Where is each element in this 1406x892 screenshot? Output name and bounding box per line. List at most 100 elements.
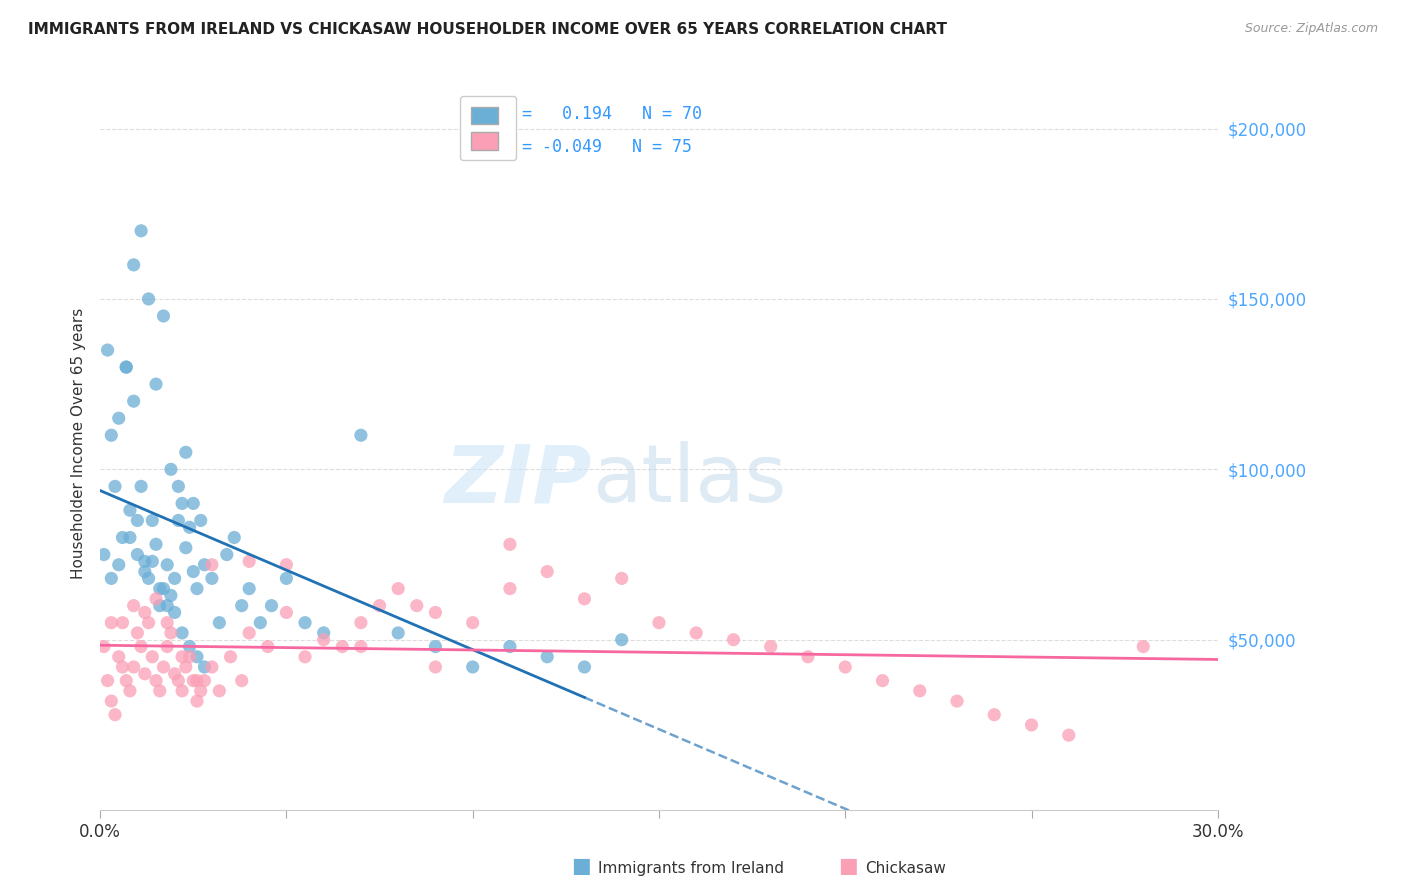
Point	[129, 640, 152, 654]
Point	[163, 571, 186, 585]
Point	[201, 571, 224, 585]
Point	[425, 660, 447, 674]
Point	[115, 673, 138, 688]
Point	[405, 599, 427, 613]
Point	[152, 582, 174, 596]
Point	[499, 582, 522, 596]
Point	[107, 649, 129, 664]
Point	[111, 660, 134, 674]
Point	[104, 707, 127, 722]
Point	[201, 660, 224, 674]
Point	[350, 615, 373, 630]
Point	[190, 683, 212, 698]
Point	[138, 571, 160, 585]
Text: Chickasaw: Chickasaw	[865, 861, 946, 876]
Point	[276, 606, 298, 620]
Point	[181, 565, 204, 579]
Point	[368, 599, 391, 613]
Point	[115, 360, 138, 375]
Point	[145, 673, 167, 688]
Point	[387, 582, 409, 596]
Text: R =   0.194   N = 70: R = 0.194 N = 70	[502, 104, 703, 122]
Point	[129, 224, 152, 238]
Point	[908, 683, 931, 698]
Point	[100, 428, 122, 442]
Point	[685, 626, 707, 640]
Point	[174, 445, 197, 459]
Point	[574, 591, 596, 606]
Point	[186, 694, 208, 708]
Point	[238, 554, 260, 568]
Point	[797, 649, 820, 664]
Point	[723, 632, 745, 647]
Point	[872, 673, 894, 688]
Text: ■: ■	[571, 856, 591, 876]
Point	[201, 558, 224, 572]
Point	[134, 606, 156, 620]
Point	[208, 683, 231, 698]
Y-axis label: Householder Income Over 65 years: Householder Income Over 65 years	[72, 308, 86, 580]
Point	[536, 565, 558, 579]
Point	[174, 541, 197, 555]
Point	[181, 496, 204, 510]
Point	[215, 548, 238, 562]
Point	[141, 554, 163, 568]
Point	[111, 531, 134, 545]
Point	[610, 632, 633, 647]
Point	[186, 673, 208, 688]
Point	[834, 660, 856, 674]
Point	[231, 673, 253, 688]
Point	[260, 599, 283, 613]
Point	[97, 673, 120, 688]
Point	[499, 640, 522, 654]
Point	[111, 615, 134, 630]
Point	[160, 626, 183, 640]
Point	[387, 626, 409, 640]
Point	[100, 694, 122, 708]
Point	[134, 565, 156, 579]
Point	[97, 343, 120, 357]
Point	[129, 479, 152, 493]
Point	[107, 411, 129, 425]
Point	[350, 428, 373, 442]
Point	[256, 640, 278, 654]
Point	[294, 649, 316, 664]
Point	[1057, 728, 1080, 742]
Point	[160, 462, 183, 476]
Text: ■: ■	[838, 856, 858, 876]
Point	[156, 615, 179, 630]
Point	[648, 615, 671, 630]
Point	[138, 615, 160, 630]
Point	[149, 683, 172, 698]
Point	[118, 683, 141, 698]
Point	[193, 660, 215, 674]
Point	[1132, 640, 1154, 654]
Point	[122, 660, 145, 674]
Point	[186, 582, 208, 596]
Point	[238, 626, 260, 640]
Point	[208, 615, 231, 630]
Point	[983, 707, 1005, 722]
Point	[118, 531, 141, 545]
Point	[461, 660, 484, 674]
Point	[122, 258, 145, 272]
Point	[167, 673, 190, 688]
Text: atlas: atlas	[592, 442, 786, 519]
Text: IMMIGRANTS FROM IRELAND VS CHICKASAW HOUSEHOLDER INCOME OVER 65 YEARS CORRELATIO: IMMIGRANTS FROM IRELAND VS CHICKASAW HOU…	[28, 22, 948, 37]
Point	[115, 360, 138, 375]
Point	[145, 377, 167, 392]
Point	[134, 554, 156, 568]
Point	[193, 673, 215, 688]
Point	[172, 626, 194, 640]
Point	[145, 537, 167, 551]
Point	[276, 571, 298, 585]
Point	[186, 649, 208, 664]
Point	[127, 548, 149, 562]
Point	[134, 666, 156, 681]
Point	[149, 582, 172, 596]
Point	[350, 640, 373, 654]
Point	[425, 606, 447, 620]
Point	[93, 640, 115, 654]
Point	[172, 649, 194, 664]
Text: Immigrants from Ireland: Immigrants from Ireland	[598, 861, 783, 876]
